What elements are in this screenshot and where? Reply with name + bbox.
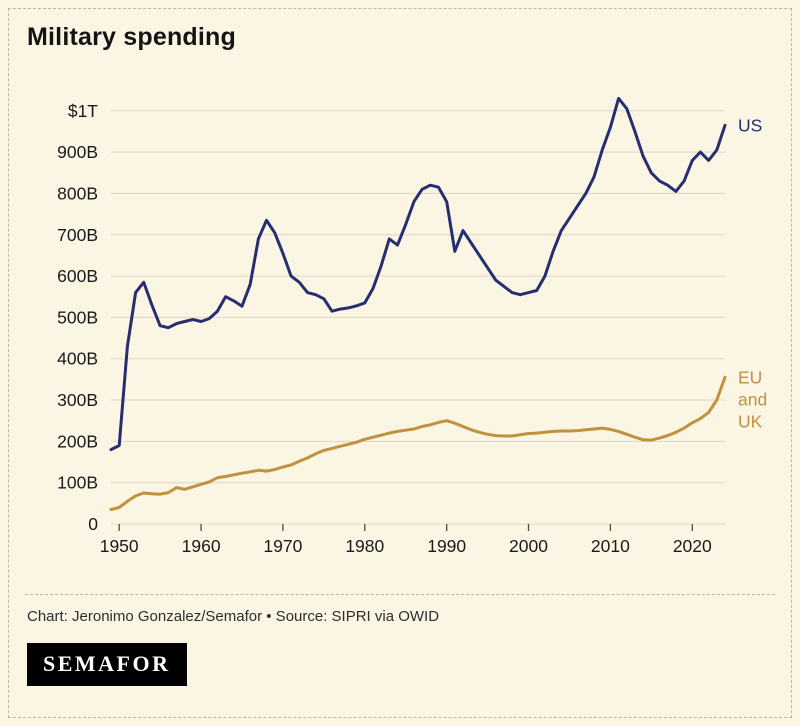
- x-tick-label: 1990: [427, 536, 466, 556]
- y-tick-label: 100B: [57, 473, 98, 493]
- y-tick-label: 900B: [57, 142, 98, 162]
- series-label: EU: [738, 367, 762, 387]
- y-tick-label: 500B: [57, 307, 98, 327]
- series-label: and: [738, 389, 767, 409]
- x-tick-label: 2000: [509, 536, 548, 556]
- y-tick-label: 300B: [57, 390, 98, 410]
- chart-credit: Chart: Jeronimo Gonzalez/Semafor • Sourc…: [27, 608, 440, 625]
- y-tick-label: 0: [88, 514, 98, 534]
- us-line: [109, 96, 727, 452]
- y-tick-label: 400B: [57, 349, 98, 369]
- page: Military spending 0 100B 200B 300B 400B 500B 6…: [8, 8, 792, 718]
- x-tick-label: 1980: [345, 536, 384, 556]
- semafor-logo: SEMAFOR: [27, 643, 187, 686]
- x-tick-label: 1950: [100, 536, 139, 556]
- y-tick-label: 700B: [57, 225, 98, 245]
- y-tick-label: 800B: [57, 183, 98, 203]
- series-label: US: [738, 115, 762, 135]
- x-tick-label: 2010: [591, 536, 630, 556]
- y-tick-label: 600B: [57, 266, 98, 286]
- y-tick-label: 200B: [57, 431, 98, 451]
- series-label: UK: [738, 411, 763, 431]
- chart-title: Military spending: [27, 23, 236, 51]
- x-tick-label: 1960: [182, 536, 221, 556]
- x-tick-label: 2020: [673, 536, 712, 556]
- y-tick-label: $1T: [68, 101, 98, 121]
- x-tick-label: 1970: [263, 536, 302, 556]
- chart-svg: 0 100B 200B 300B 400B 500B 600B 700B 800B 900B $1T…: [57, 96, 767, 556]
- eu-and-uk-line: [109, 375, 727, 511]
- line-chart: 0 100B 200B 300B 400B 500B 600B 700B 800B 900B $1T…: [25, 56, 775, 562]
- separator: [25, 594, 775, 595]
